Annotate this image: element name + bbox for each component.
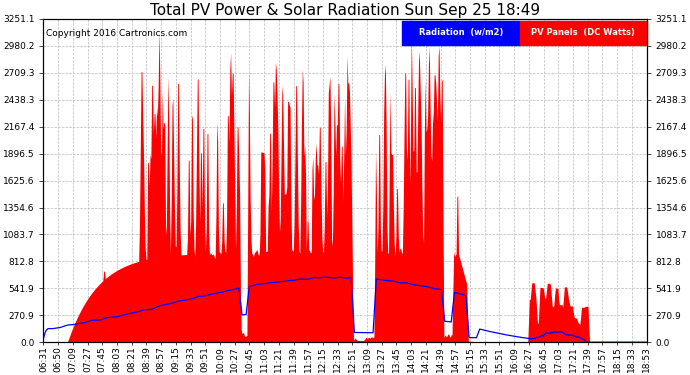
Title: Total PV Power & Solar Radiation Sun Sep 25 18:49: Total PV Power & Solar Radiation Sun Sep… (150, 3, 540, 18)
Bar (520, 21, 647, 45)
Text: Radiation  (w/m2): Radiation (w/m2) (419, 28, 503, 37)
Text: Copyright 2016 Cartronics.com: Copyright 2016 Cartronics.com (46, 28, 188, 38)
Bar (402, 21, 520, 45)
Text: PV Panels  (DC Watts): PV Panels (DC Watts) (531, 28, 635, 37)
